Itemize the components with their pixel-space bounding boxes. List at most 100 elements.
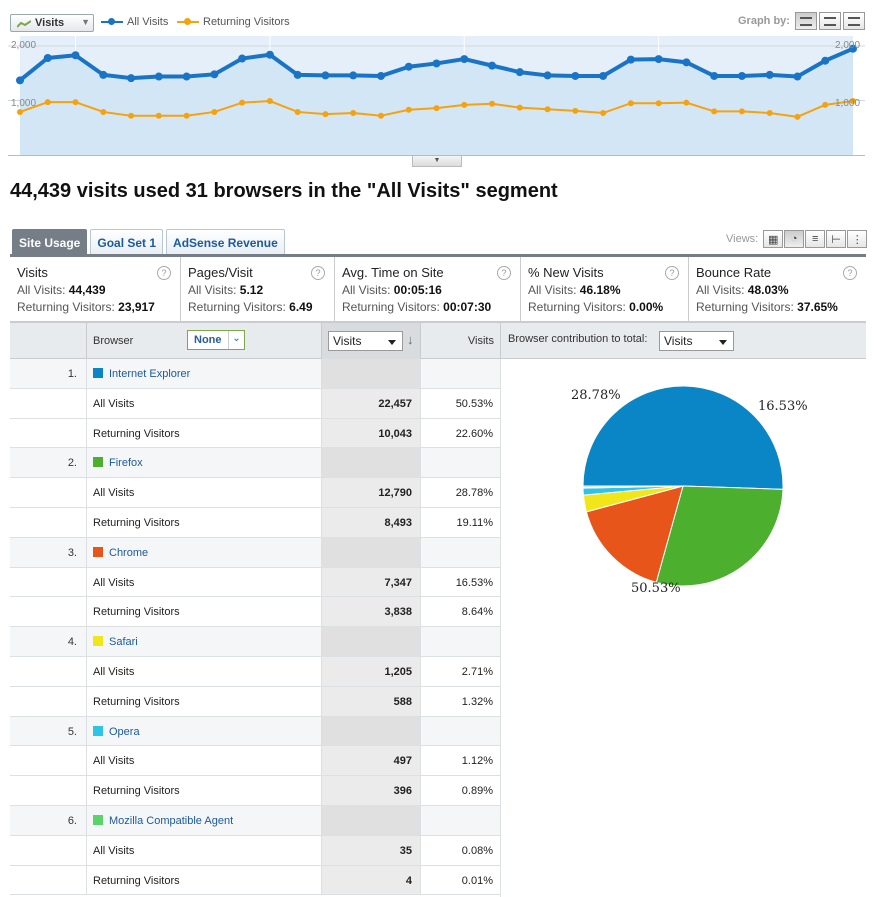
secondary-dimension-select[interactable]: None ⌄ — [187, 330, 245, 350]
comparison-icon: ⊢ — [831, 233, 841, 246]
graph-by-day-button[interactable] — [794, 12, 817, 30]
graph-by-month-button[interactable] — [842, 12, 865, 30]
browser-link[interactable]: Opera — [86, 716, 321, 746]
data-point — [738, 108, 745, 115]
view-pivot-button[interactable]: ⋮ — [847, 230, 868, 248]
browser-link[interactable]: Safari — [86, 627, 321, 656]
data-point — [17, 108, 23, 115]
data-point — [433, 105, 440, 112]
legend-item-all-visits[interactable]: All Visits — [101, 16, 168, 28]
data-point — [488, 61, 497, 70]
table-row-returning-visitors: Returning Visitors 3,838 8.64% — [10, 597, 500, 628]
graph-by-week-button[interactable] — [818, 12, 841, 30]
cell-empty — [321, 359, 420, 388]
data-point — [793, 72, 802, 81]
browser-link[interactable]: Mozilla Compatible Agent — [86, 805, 321, 835]
chevron-down-icon: ▼ — [81, 17, 90, 27]
data-point — [821, 56, 830, 65]
pie-icon: ◔ — [790, 233, 798, 245]
data-point — [683, 99, 690, 106]
data-point — [321, 71, 330, 80]
contribution-pie-panel: 28.78% 16.53% 50.53% — [500, 359, 866, 897]
help-icon[interactable]: ? — [311, 266, 325, 280]
scorecard-all-visits: All Visits: 48.03% — [696, 283, 789, 297]
table-row-all-visits: All Visits 22,457 50.53% — [10, 388, 500, 419]
data-point — [349, 71, 358, 80]
help-icon[interactable]: ? — [665, 266, 679, 280]
tab-adsense-revenue[interactable]: AdSense Revenue — [166, 229, 285, 255]
tab-site-usage[interactable]: Site Usage — [12, 229, 88, 255]
visits-value: 396 — [321, 776, 420, 805]
data-point — [72, 99, 79, 106]
browser-table: 1. Internet Explorer All Visits 22,457 5… — [10, 359, 500, 896]
row-index: 6. — [67, 814, 77, 827]
sort-metric-select[interactable]: Visits — [328, 331, 403, 351]
scorecard-all-visits: All Visits: 44,439 — [17, 283, 106, 297]
visits-percent: 50.53% — [420, 388, 500, 418]
segment-label: Returning Visitors — [86, 776, 321, 805]
legend-label: All Visits — [127, 16, 169, 28]
data-point — [543, 71, 552, 80]
cell-empty — [10, 687, 86, 716]
chevron-down-icon: ⌄ — [228, 331, 244, 349]
help-icon[interactable]: ? — [497, 266, 511, 280]
data-point — [155, 112, 162, 119]
data-point — [266, 98, 273, 105]
view-pie-button[interactable]: ◔ — [784, 230, 805, 248]
column-header-contribution: Browser contribution to total: Visits — [500, 323, 866, 359]
segment-label: All Visits — [86, 388, 321, 418]
row-index: 4. — [67, 636, 77, 649]
contribution-metric-select[interactable]: Visits — [659, 331, 734, 351]
data-point — [682, 58, 691, 67]
page-title: 44,439 visits used 31 browsers in the "A… — [10, 180, 558, 202]
help-icon[interactable]: ? — [843, 266, 857, 280]
visits-line-chart: Visits ▼ All Visits Returning Visitors G… — [0, 0, 874, 170]
data-point — [377, 112, 384, 119]
contribution-pie-chart — [582, 385, 784, 587]
browser-link[interactable]: Firefox — [86, 448, 321, 478]
data-point — [626, 55, 635, 64]
data-point — [710, 71, 719, 80]
visits-value: 4 — [321, 865, 420, 895]
visits-value: 35 — [321, 835, 420, 865]
data-point — [572, 107, 579, 114]
view-bar-button[interactable]: ≡ — [805, 230, 826, 248]
browser-link[interactable]: Internet Explorer — [86, 359, 321, 388]
legend-item-returning-visitors[interactable]: Returning Visitors — [177, 16, 290, 28]
data-point — [515, 68, 524, 77]
metric-select[interactable]: Visits ▼ — [10, 14, 94, 32]
secondary-dimension-value: None — [194, 334, 222, 346]
dropdown-caret-icon — [719, 340, 727, 345]
pie-label-internet-explorer: 50.53% — [631, 581, 681, 596]
data-point — [44, 99, 51, 106]
scorecard-pages-visit: Pages/Visit All Visits: 5.12 Returning V… — [181, 257, 335, 321]
scorecard-title: Visits — [17, 265, 48, 280]
tab-goal-set-1[interactable]: Goal Set 1 — [90, 229, 164, 255]
cell-empty — [10, 657, 86, 686]
visits-percent: 22.60% — [420, 418, 500, 448]
table-row-returning-visitors: Returning Visitors 8,493 19.11% — [10, 507, 500, 538]
column-header-visits[interactable]: Visits — [420, 323, 500, 359]
sort-metric-value: Visits — [333, 334, 362, 348]
view-comparison-button[interactable]: ⊢ — [826, 230, 847, 248]
graph-by-label: Graph by: — [738, 15, 790, 27]
scorecard-returning: Returning Visitors: 00:07:30 — [342, 300, 492, 314]
cell-empty — [10, 776, 86, 805]
table-row-all-visits: All Visits 12,790 28.78% — [10, 478, 500, 508]
view-table-button[interactable]: ▦ — [763, 230, 784, 248]
segment-label: Returning Visitors — [86, 507, 321, 537]
help-icon[interactable]: ? — [157, 266, 171, 280]
bar-icon: ≡ — [811, 233, 819, 245]
data-point — [265, 50, 274, 59]
collapse-chart-handle[interactable]: ▼ — [412, 156, 462, 167]
cell-empty — [321, 448, 420, 478]
data-point — [128, 112, 135, 119]
browser-link[interactable]: Chrome — [86, 537, 321, 567]
data-point — [489, 100, 496, 107]
segment-label: All Visits — [86, 835, 321, 865]
sort-descending-icon[interactable]: ↓ — [407, 332, 414, 347]
pie-slice — [582, 385, 784, 490]
cell-empty — [420, 359, 500, 388]
data-point — [210, 70, 219, 79]
data-point — [461, 101, 468, 108]
